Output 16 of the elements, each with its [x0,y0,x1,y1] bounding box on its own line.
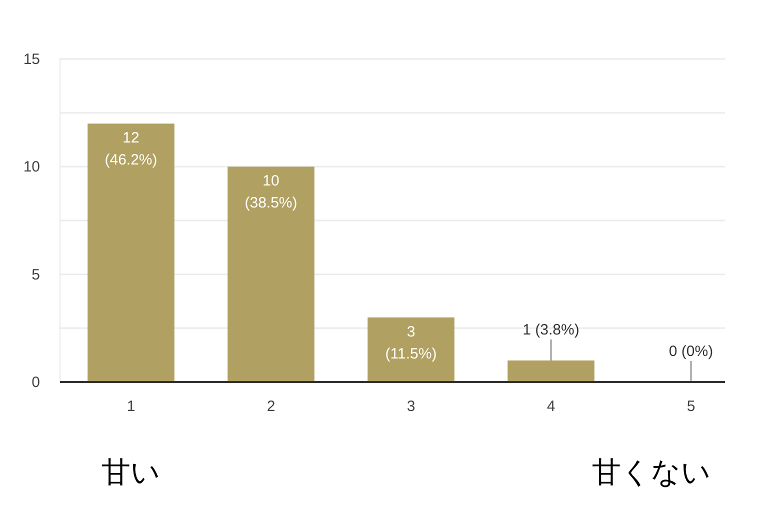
x-tick-label: 1 [126,398,136,415]
data-label: 12 (46.2%) [104,130,158,169]
data-label: 0 (0%) [668,343,714,360]
data-label: 10 (38.5%) [244,172,298,212]
x-tick-label: 3 [406,398,416,415]
y-tick-label: 15 [23,51,40,68]
y-tick-label: 5 [32,266,40,284]
x-tick-label: 2 [266,398,276,415]
y-tick-label: 0 [32,374,40,391]
annotation: 甘くない [592,455,711,489]
data-label: 1 (3.8%) [522,321,580,338]
annotation: 甘い [102,455,160,489]
x-tick-label: 5 [686,398,696,415]
x-tick-label: 4 [546,398,556,415]
data-label: 3 (11.5%) [385,323,437,362]
y-tick-label: 10 [23,158,40,176]
